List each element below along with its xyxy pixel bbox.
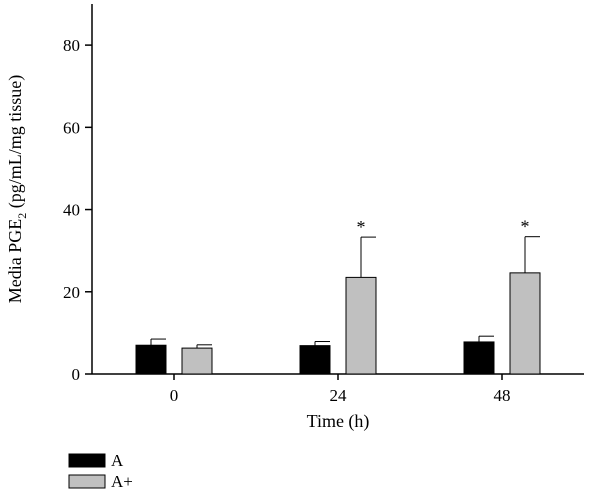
y-tick-label: 20 — [63, 283, 80, 302]
y-axis-title: Media PGE2 (pg/mL/mg tissue) — [5, 75, 29, 304]
bar-A+-48 — [509, 272, 541, 375]
legend-swatch-A+ — [68, 474, 106, 489]
y-axis-title-units: (pg/mL/mg tissue) — [5, 75, 26, 213]
x-ticks: 0 24 48 — [170, 374, 511, 405]
significance-mark: * — [357, 217, 366, 237]
legend-label-A+: A+ — [111, 472, 133, 491]
bar-A+-0 — [181, 347, 213, 375]
bars — [135, 272, 541, 375]
legend-swatch-A — [68, 453, 106, 468]
bar-A-0 — [135, 344, 167, 375]
bar-A+-24 — [345, 276, 377, 375]
significance-mark: * — [521, 217, 530, 237]
y-ticks: 0 20 40 60 80 — [63, 36, 92, 384]
x-axis-title: Time (h) — [307, 411, 370, 432]
y-tick-label: 40 — [63, 201, 80, 220]
y-tick-label: 0 — [72, 365, 81, 384]
legend: A A+ — [68, 451, 133, 491]
y-axis-title-main: Media PGE — [5, 219, 25, 304]
bar-A-48 — [463, 341, 495, 375]
x-tick-label: 48 — [494, 386, 511, 405]
error-bars — [150, 236, 540, 349]
y-axis-title-subscript: 2 — [15, 213, 29, 219]
x-tick-label: 24 — [330, 386, 348, 405]
significance-marks: * * — [357, 217, 530, 237]
x-tick-label: 0 — [170, 386, 179, 405]
y-tick-label: 80 — [63, 36, 80, 55]
bar-A-24 — [299, 345, 331, 375]
legend-label-A: A — [111, 451, 124, 470]
y-tick-label: 60 — [63, 118, 80, 137]
